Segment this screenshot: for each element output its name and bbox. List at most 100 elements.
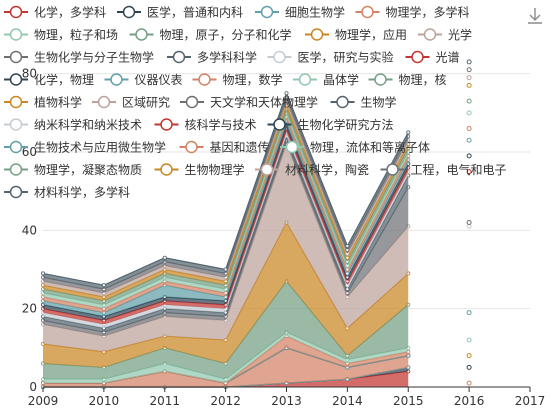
point-2016[interactable] — [466, 220, 472, 225]
legend-item-医学，普通和内科[interactable]: 医学，普通和内科 — [117, 5, 243, 20]
area-晶体学[interactable] — [43, 332, 409, 384]
legend-label: 基因和遗传 — [210, 140, 270, 155]
y-tick-label: 20 — [22, 302, 37, 316]
legend-item-光学[interactable]: 光学 — [418, 27, 472, 42]
legend-marker — [273, 50, 286, 64]
download-icon[interactable] — [528, 8, 542, 24]
legend-label: 核科学与技术 — [185, 117, 257, 132]
legend-label: 生物学 — [361, 95, 397, 110]
legend-item-物理，核[interactable]: 物理，核 — [368, 73, 447, 87]
point-2016[interactable] — [466, 364, 472, 370]
legend-marker — [172, 50, 186, 64]
legend-item-材料科学，陶瓷[interactable]: 材料科学，陶瓷 — [255, 162, 369, 177]
point-2016[interactable] — [466, 223, 472, 229]
legend-marker — [9, 73, 23, 86]
y-tick-label: 0 — [29, 380, 37, 394]
legend-item-化学，物理[interactable]: 化学，物理 — [4, 72, 94, 87]
legend-item-物理学，应用[interactable]: 物理学，应用 — [305, 27, 407, 42]
point-材料科学，多学科-2014[interactable] — [345, 243, 350, 248]
legend-marker — [361, 5, 374, 19]
point-2016[interactable] — [466, 59, 472, 65]
point-2016[interactable] — [466, 98, 472, 104]
legend-marker — [336, 95, 349, 109]
legend-marker — [9, 163, 23, 176]
legend-marker — [411, 50, 424, 64]
legend-item-生物学[interactable]: 生物学 — [330, 95, 397, 110]
legend-item-光谱[interactable]: 光谱 — [405, 50, 460, 65]
legend-item-生物物理学[interactable]: 生物物理学 — [154, 162, 245, 177]
legend-marker — [135, 28, 148, 41]
x-tick-label: 2016 — [454, 394, 485, 408]
legend-item-化学，多学科[interactable]: 化学，多学科 — [4, 5, 106, 20]
legend-label: 物理，原子，分子和化学 — [160, 27, 292, 42]
legend-item-材料科学，多学科[interactable]: 材料科学，多学科 — [4, 185, 130, 200]
point-2016[interactable] — [466, 82, 472, 88]
legend-label: 纳米科学和纳米技术 — [34, 117, 142, 132]
x-tick-label: 2017 — [515, 394, 546, 408]
legend-item-仪器仪表[interactable]: 仪器仪表 — [104, 73, 183, 87]
point-2016[interactable] — [466, 310, 472, 316]
legend-item-物理，粒子和场[interactable]: 物理，粒子和场 — [4, 27, 118, 42]
point-2016[interactable] — [466, 67, 472, 73]
legend-marker — [386, 163, 399, 176]
legend-marker — [198, 73, 211, 86]
legend-item-医学，研究与实验[interactable]: 医学，研究与实验 — [267, 50, 394, 65]
point-2016[interactable] — [466, 137, 472, 143]
legend-item-细胞生物学[interactable]: 细胞生物学 — [255, 5, 345, 20]
point-材料科学，多学科-2012[interactable] — [223, 267, 228, 272]
legend-item-生物化学研究方法[interactable]: 生物化学研究方法 — [267, 117, 394, 132]
y-tick-label: 40 — [22, 223, 37, 237]
legend-marker — [9, 50, 23, 64]
x-tick-label: 2015 — [393, 394, 424, 408]
point-2016[interactable] — [466, 353, 472, 359]
legend-label: 医学，普通和内科 — [147, 5, 243, 20]
legend-label: 物理，核 — [399, 73, 447, 87]
point-材料科学，多学科-2010[interactable] — [101, 283, 106, 288]
legend-label: 天文学和天体物理学 — [210, 95, 318, 110]
legend-item-物理，流体和等离子体[interactable]: 物理，流体和等离子体 — [280, 140, 430, 155]
legend-item-生物技术与应用微生物学[interactable]: 生物技术与应用微生物学 — [4, 140, 166, 155]
legend-label: 生物技术与应用微生物学 — [34, 140, 166, 155]
legend-item-天文学和天体物理学[interactable]: 天文学和天体物理学 — [180, 95, 318, 110]
area-物理，核[interactable] — [43, 281, 409, 380]
area-化学，多学科[interactable] — [43, 371, 409, 387]
y-tick-label: 80 — [22, 67, 37, 81]
legend-marker — [260, 163, 274, 176]
data-points-2016 — [466, 59, 472, 386]
point-材料科学，多学科-2013[interactable] — [284, 91, 289, 96]
legend-marker — [160, 118, 173, 131]
legend-marker — [160, 163, 173, 176]
legend-marker — [9, 5, 23, 19]
legend-item-物理，原子，分子和化学[interactable]: 物理，原子，分子和化学 — [129, 27, 292, 42]
legend-marker — [122, 5, 136, 19]
area-植物科学[interactable] — [43, 222, 409, 368]
legend-label: 多学科科学 — [197, 50, 257, 65]
legend-marker — [423, 28, 437, 41]
point-2016[interactable] — [466, 153, 472, 159]
legend-item-纳米科学和纳米技术[interactable]: 纳米科学和纳米技术 — [4, 117, 142, 132]
legend-item-多学科科学[interactable]: 多学科科学 — [167, 50, 257, 65]
legend-item-晶体学[interactable]: 晶体学 — [293, 72, 359, 87]
legend-item-物理学，多学科[interactable]: 物理学，多学科 — [355, 5, 470, 20]
legend-item-植物科学[interactable]: 植物科学 — [4, 95, 82, 110]
legend-item-物理学，凝聚态物质[interactable]: 物理学，凝聚态物质 — [4, 162, 142, 177]
legend-item-物理，数学[interactable]: 物理，数学 — [192, 72, 283, 87]
point-2016[interactable] — [466, 380, 472, 386]
point-材料科学，多学科-2011[interactable] — [162, 255, 167, 260]
legend-marker — [374, 73, 387, 86]
legend-item-工程，电气和电子[interactable]: 工程，电气和电子 — [380, 162, 507, 177]
point-材料科学，多学科-2009[interactable] — [41, 271, 46, 276]
point-2016[interactable] — [466, 169, 472, 175]
legend-item-区域研究[interactable]: 区域研究 — [92, 95, 170, 110]
legend-item-生物化学与分子生物学[interactable]: 生物化学与分子生物学 — [4, 50, 154, 65]
point-2016[interactable] — [466, 126, 472, 131]
point-2016[interactable] — [466, 110, 472, 116]
point-2016[interactable] — [466, 337, 472, 343]
legend-item-核科学与技术[interactable]: 核科学与技术 — [154, 117, 257, 132]
axes: 2009 2010 2011 2012 2013 2014 2015 2016 2017 — [28, 386, 546, 408]
point-2016[interactable] — [466, 75, 472, 81]
legend-item-基因和遗传[interactable]: 基因和遗传 — [179, 140, 270, 155]
area-物理，数学[interactable] — [43, 336, 409, 384]
point-材料科学，多学科-2015[interactable] — [406, 130, 411, 135]
